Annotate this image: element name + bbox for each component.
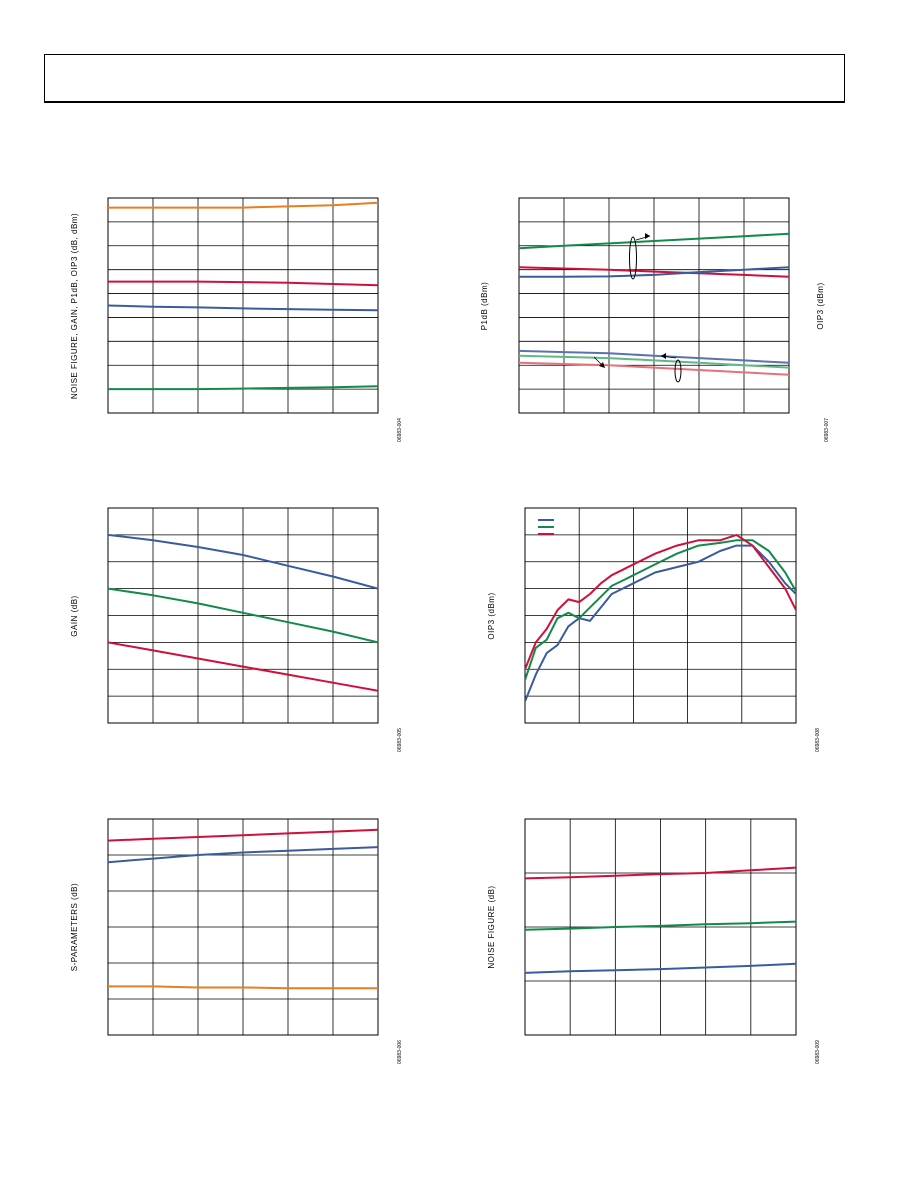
chart-2-series-2-line: [519, 266, 789, 278]
chart-6-plot-frame: [524, 818, 797, 1036]
chart-1-figure-number: 06983-004: [397, 418, 403, 442]
chart-2-ylabel: P1dB (dBm): [480, 282, 489, 331]
chart-1-series-4-line: [108, 385, 378, 391]
chart-2-annotation-ellipse-bottom: [674, 359, 682, 383]
chart-5-figure-number: 06983-006: [397, 1040, 403, 1064]
chart-3-series-3-line: [108, 641, 378, 692]
chart-4-series-2-line: [525, 539, 796, 681]
chart-3-series-1-line: [108, 533, 378, 590]
chart-3-plot-frame: [107, 507, 379, 724]
chart-2-series-5-line: [519, 354, 789, 369]
chart-4-series-1-line: [525, 544, 796, 703]
chart-1: NOISE FIGURE, GAIN, P1dB, OIP3 (dB, dBm)…: [70, 197, 403, 442]
chart-6-series-2-line: [525, 920, 796, 931]
chart-2-series-6-line: [519, 361, 789, 376]
chart-2-ylabel-right: OIP3 (dBm): [816, 282, 825, 329]
chart-2-annotation-arrowhead-left: [599, 362, 605, 368]
chart-5-series-2-line: [108, 846, 378, 864]
chart-2: P1dB (dBm) OIP3 (dBm) 06983-007: [480, 197, 830, 442]
chart-5-series-1-line: [108, 828, 378, 842]
chart-6-series-3-line: [525, 962, 796, 974]
chart-2-series-1-line: [519, 232, 789, 250]
chart-4-plot-frame: [524, 507, 797, 724]
chart-1-ylabel: NOISE FIGURE, GAIN, P1dB, OIP3 (dB, dBm): [70, 213, 79, 399]
chart-2-series-3-line: [519, 266, 789, 278]
chart-4-figure-number: 06983-008: [815, 728, 821, 752]
chart-2-plot-frame: [518, 197, 790, 414]
chart-6-figure-number: 06983-009: [815, 1040, 821, 1064]
chart-3-ylabel: GAIN (dB): [70, 595, 79, 636]
chart-2-figure-number: 06983-007: [824, 418, 830, 442]
chart-5-series-3-line: [108, 985, 378, 990]
chart-4-series-3-line: [525, 533, 796, 671]
chart-4: OIP3 (dBm) 06983-008: [487, 507, 821, 752]
chart-1-series-2-line: [108, 280, 378, 287]
chart-1-series-1-line: [108, 201, 378, 209]
chart-3-series-2-line: [108, 587, 378, 644]
chart-2-annotation-arrowhead-bottom: [661, 353, 666, 359]
chart-1-series-3-line: [108, 304, 378, 312]
chart-3: GAIN (dB) 06983-005: [70, 507, 403, 752]
chart-6-ylabel: NOISE FIGURE (dB): [487, 885, 496, 968]
chart-2-annotation-arrowhead-top: [645, 233, 650, 239]
chart-2-annotation-ellipse-top: [629, 236, 637, 280]
chart-5: S-PARAMETERS (dB) 06983-006: [70, 818, 403, 1064]
chart-2-series-4-line: [519, 349, 789, 364]
chart-4-ylabel: OIP3 (dBm): [487, 592, 496, 639]
chart-5-ylabel: S-PARAMETERS (dB): [70, 883, 79, 971]
chart-6-series-1-line: [525, 866, 796, 880]
chart-5-plot-frame: [107, 818, 379, 1036]
chart-6: NOISE FIGURE (dB) 06983-009: [487, 818, 821, 1064]
chart-3-figure-number: 06983-005: [397, 728, 403, 752]
page-header-box: [44, 54, 845, 103]
